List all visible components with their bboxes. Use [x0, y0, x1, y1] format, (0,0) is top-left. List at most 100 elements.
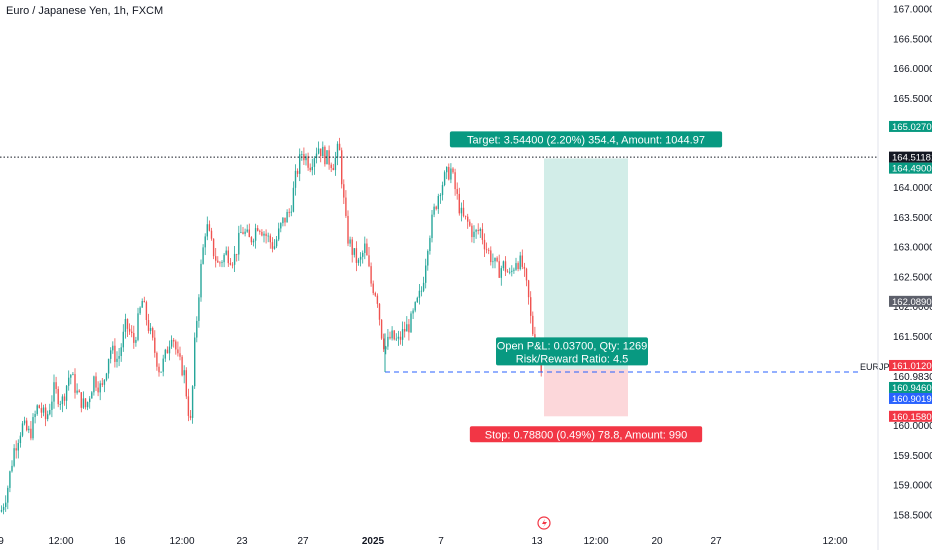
candle-body — [383, 338, 385, 350]
candle-body — [240, 232, 242, 233]
candle-body — [126, 319, 129, 329]
candle-body — [301, 154, 303, 155]
candle-body — [454, 172, 456, 190]
candle-body — [185, 370, 187, 397]
candle-body — [380, 319, 383, 339]
target-label-box — [449, 131, 723, 148]
candle-body — [164, 349, 166, 359]
time-tick-label: 20 — [651, 536, 663, 547]
candle-body — [257, 228, 259, 231]
candle-body — [78, 390, 80, 393]
candle-body — [196, 320, 198, 338]
candle-body — [410, 313, 412, 333]
price-tick-label: 167.00000 — [893, 5, 932, 16]
price-tag-label: 160.98300 — [893, 372, 932, 383]
candle-body — [11, 465, 13, 472]
candle-body — [431, 214, 433, 239]
candle-body — [40, 408, 43, 413]
candle-body — [28, 428, 30, 431]
candle-body — [89, 398, 91, 403]
candle-body — [506, 271, 509, 273]
candle-body — [233, 253, 236, 265]
time-tick-label: 12:00 — [822, 536, 847, 547]
candle-body — [147, 320, 150, 331]
candle-body — [122, 331, 124, 348]
candle-body — [76, 390, 78, 393]
price-tick-label: 165.50000 — [893, 94, 932, 105]
candle-body — [254, 228, 257, 241]
candle-body — [156, 352, 158, 367]
candle-body — [177, 349, 179, 354]
candle-body — [362, 252, 364, 257]
candle-body — [99, 383, 101, 393]
snapshot-button[interactable] — [537, 516, 551, 530]
candle-body — [191, 386, 194, 418]
candle-body — [336, 143, 339, 158]
candle-body — [72, 374, 74, 376]
candle-body — [44, 407, 47, 420]
lightning-icon[interactable] — [537, 516, 551, 530]
candle-body — [406, 324, 408, 332]
candle-body — [13, 448, 15, 466]
candle-body — [217, 260, 219, 263]
candle-body — [210, 230, 213, 239]
candle-body — [370, 266, 372, 284]
candle-body — [435, 206, 437, 209]
candle-body — [429, 238, 431, 252]
candle-body — [317, 148, 320, 154]
candle-body — [263, 233, 265, 236]
candle-body — [282, 217, 284, 224]
candle-body — [198, 297, 200, 321]
candle-body — [97, 387, 99, 393]
price-axis[interactable]: 158.50000159.00000159.50000160.00000160.… — [877, 0, 932, 550]
price-tag — [889, 162, 932, 174]
candle-body — [416, 297, 418, 303]
candle-body — [17, 443, 19, 451]
candle-body — [427, 251, 429, 266]
candle-body — [84, 398, 87, 408]
candle-body — [368, 255, 370, 267]
candle-body — [128, 328, 131, 332]
candle-body — [469, 221, 471, 226]
candle-body — [32, 417, 34, 439]
candle-body — [47, 414, 49, 420]
candle-body — [446, 166, 448, 173]
candle-body — [404, 329, 406, 332]
lightning-bolt — [542, 519, 547, 528]
candle-body — [103, 379, 106, 385]
candle-body — [418, 290, 421, 298]
candle-body — [168, 346, 171, 354]
candle-body — [343, 184, 345, 198]
candle-body — [532, 315, 534, 335]
price-tick-label: 162.00000 — [893, 302, 932, 313]
candle-body — [527, 280, 530, 298]
candle-body — [496, 257, 498, 262]
candle-body — [116, 358, 118, 362]
time-tick-label: 13 — [531, 536, 543, 547]
candle-body — [219, 262, 221, 264]
pnl-box — [496, 337, 648, 366]
candle-body — [173, 339, 175, 342]
candle-body — [515, 263, 517, 270]
candle-body — [523, 266, 526, 269]
candle-body — [65, 385, 68, 401]
time-axis[interactable]: 9 12:00 16 12:00 23 27 2025 7 13 12:00 20 27 12:00 — [0, 536, 848, 547]
price-tag — [889, 359, 932, 371]
candle-body — [238, 232, 240, 255]
candle-body — [227, 250, 229, 264]
candle-body — [152, 328, 154, 338]
candle-body — [120, 347, 122, 357]
candle-body — [170, 339, 173, 347]
candle-body — [349, 239, 351, 244]
candle-body — [399, 336, 402, 340]
price-tick-label: 159.50000 — [893, 451, 932, 462]
candle-body — [433, 206, 435, 215]
candle-body — [26, 420, 28, 431]
candle-body — [441, 185, 444, 196]
candle-body — [189, 415, 192, 418]
time-tick-label: 12:00 — [169, 536, 194, 547]
stop-label: Stop: 0.78800 (0.49%) 78.8, Amount: 990 — [485, 429, 687, 441]
price-tag-label: 160.15800 — [892, 412, 932, 423]
candle-body — [355, 248, 358, 263]
